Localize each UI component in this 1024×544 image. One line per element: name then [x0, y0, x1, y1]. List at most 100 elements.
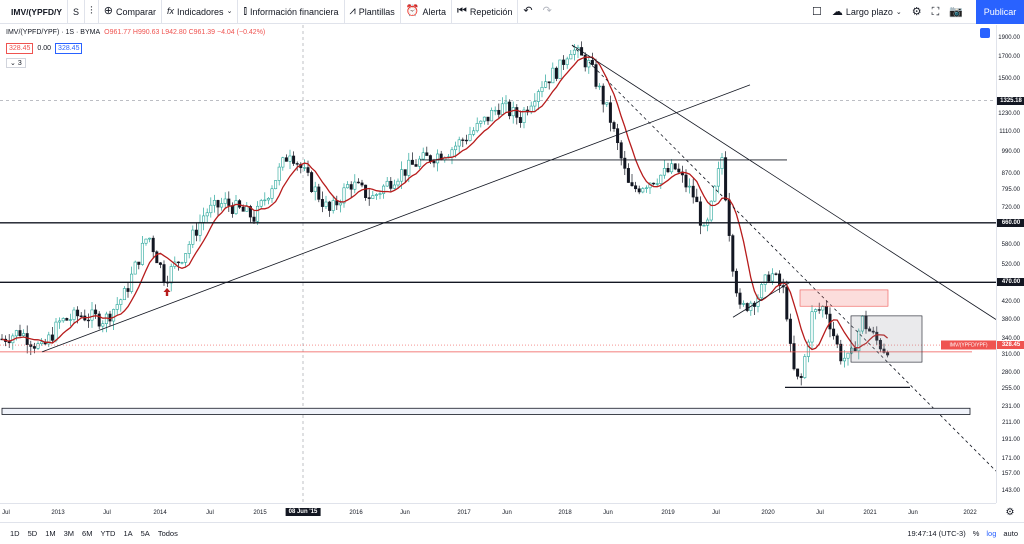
- candle: [857, 328, 861, 360]
- candle: [155, 250, 159, 264]
- candle: [61, 317, 65, 323]
- candle: [565, 56, 569, 69]
- financials-button[interactable]: ⫾ Información financiera: [238, 0, 345, 24]
- log-toggle[interactable]: log: [986, 529, 997, 538]
- candle: [608, 95, 612, 132]
- price-chart[interactable]: [0, 25, 996, 503]
- range-button-3m[interactable]: 3M: [63, 528, 75, 538]
- y-tick-label: 340.00: [1001, 336, 1020, 343]
- y-tick-label: 157.00: [1001, 471, 1020, 478]
- redo-button[interactable]: ↷: [538, 0, 557, 24]
- candle: [511, 101, 515, 124]
- candle: [342, 183, 346, 208]
- y-tick-label: 990.00: [1001, 148, 1020, 155]
- candle: [288, 149, 292, 169]
- x-tick-label: Jun: [400, 510, 410, 516]
- candle: [356, 178, 360, 184]
- layout-label: Largo plazo: [845, 7, 893, 17]
- candle: [403, 169, 407, 183]
- range-button-1m[interactable]: 1M: [45, 528, 56, 538]
- replay-label: Repetición: [469, 6, 513, 17]
- candle: [716, 161, 720, 194]
- candle: [871, 326, 875, 335]
- auto-toggle[interactable]: auto: [1003, 529, 1018, 538]
- candle: [97, 311, 101, 330]
- candle: [666, 162, 670, 174]
- candle: [695, 188, 699, 203]
- candle: [72, 307, 76, 324]
- candle: [796, 368, 800, 380]
- ask-price[interactable]: 328.45: [55, 43, 83, 54]
- candle: [536, 89, 540, 111]
- range-rectangle: [1, 407, 971, 415]
- templates-button[interactable]: ⩘ Plantillas: [345, 0, 401, 24]
- axis-settings-gear-icon[interactable]: ⚙: [1005, 507, 1015, 518]
- candle: [349, 181, 353, 198]
- candle: [144, 238, 148, 246]
- publish-button[interactable]: Publicar: [976, 0, 1024, 24]
- replay-button[interactable]: ⏮ Repetición: [452, 0, 519, 24]
- templates-icon: ⩘: [349, 5, 356, 17]
- candle: [850, 346, 854, 355]
- candle: [270, 185, 274, 203]
- x-tick-label: 2020: [761, 510, 775, 516]
- candle: [878, 338, 882, 353]
- clock[interactable]: 19:47:14 (UTC-3): [907, 529, 966, 538]
- bid-price[interactable]: 328.45: [6, 43, 34, 54]
- candle: [176, 261, 180, 271]
- grid: [0, 25, 996, 503]
- x-tick-label: Jul: [103, 510, 111, 516]
- range-button-5a[interactable]: 5A: [140, 528, 150, 538]
- fullscreen-square-icon[interactable]: ☐: [812, 5, 822, 18]
- chart-type-button[interactable]: ⫶: [85, 0, 99, 24]
- x-tick-label: 2022: [963, 510, 977, 516]
- price-axis[interactable]: 1900.00 1700.00 1500.00 1325.18 1230.00 1110.…: [996, 25, 1024, 503]
- range-button-1a[interactable]: 1A: [123, 528, 133, 538]
- candle: [47, 331, 51, 348]
- candle: [263, 192, 267, 206]
- alert-button[interactable]: ⏰ Alerta: [401, 0, 452, 24]
- candle: [497, 103, 501, 119]
- candle: [515, 104, 519, 125]
- interval-button[interactable]: S: [68, 0, 86, 24]
- candle: [767, 271, 771, 283]
- symbol-label: IMV/(YPFD/Y: [11, 6, 63, 17]
- range-button-5d[interactable]: 5D: [27, 528, 38, 538]
- candle: [738, 288, 742, 309]
- candle: [835, 333, 839, 349]
- layout-button[interactable]: ☁ Largo plazo ⌄: [832, 6, 902, 18]
- candle: [436, 149, 440, 172]
- candle: [709, 200, 713, 222]
- undo-button[interactable]: ↶: [518, 0, 537, 24]
- y-tick-label: 231.00: [1001, 403, 1020, 410]
- candles: [0, 41, 890, 386]
- candle: [331, 195, 335, 214]
- range-button-todos[interactable]: Todos: [157, 528, 178, 538]
- candle: [22, 329, 26, 338]
- symbol-search-button[interactable]: IMV/(YPFD/Y: [0, 0, 69, 24]
- current-price-badge: IMV/(YPFD/YPF): [941, 340, 996, 350]
- candle: [803, 353, 807, 380]
- compare-button[interactable]: ⊕ Comparar: [99, 0, 163, 24]
- range-button-ytd[interactable]: YTD: [100, 528, 116, 538]
- indicators-toggle[interactable]: ⌄ 3: [6, 58, 26, 68]
- x-tick-label: Jul: [712, 510, 720, 516]
- candle: [817, 302, 821, 314]
- chart-corner-badge-icon[interactable]: [980, 28, 990, 38]
- camera-icon[interactable]: 📷: [949, 5, 964, 18]
- percent-toggle[interactable]: %: [972, 529, 980, 538]
- range-button-1d[interactable]: 1D: [10, 528, 20, 538]
- x-tick-label: 2019: [661, 510, 675, 516]
- settings-gear-icon[interactable]: ⚙: [911, 5, 922, 18]
- indicators-button[interactable]: fx Indicadores ⌄: [162, 0, 239, 24]
- range-button-6m[interactable]: 6M: [82, 528, 93, 538]
- candle: [749, 300, 753, 316]
- candle: [832, 321, 836, 340]
- y-tick-label: 255.00: [1001, 386, 1020, 393]
- candle: [187, 241, 191, 259]
- candle: [115, 297, 119, 315]
- time-axis[interactable]: Jul 2013 Jul 2014 Jul 2015 2016 Jun 2017 Jun 2018 J…: [0, 503, 996, 522]
- fullscreen-icon[interactable]: ⛶: [931, 5, 940, 18]
- candle: [40, 337, 44, 346]
- candle: [385, 177, 389, 187]
